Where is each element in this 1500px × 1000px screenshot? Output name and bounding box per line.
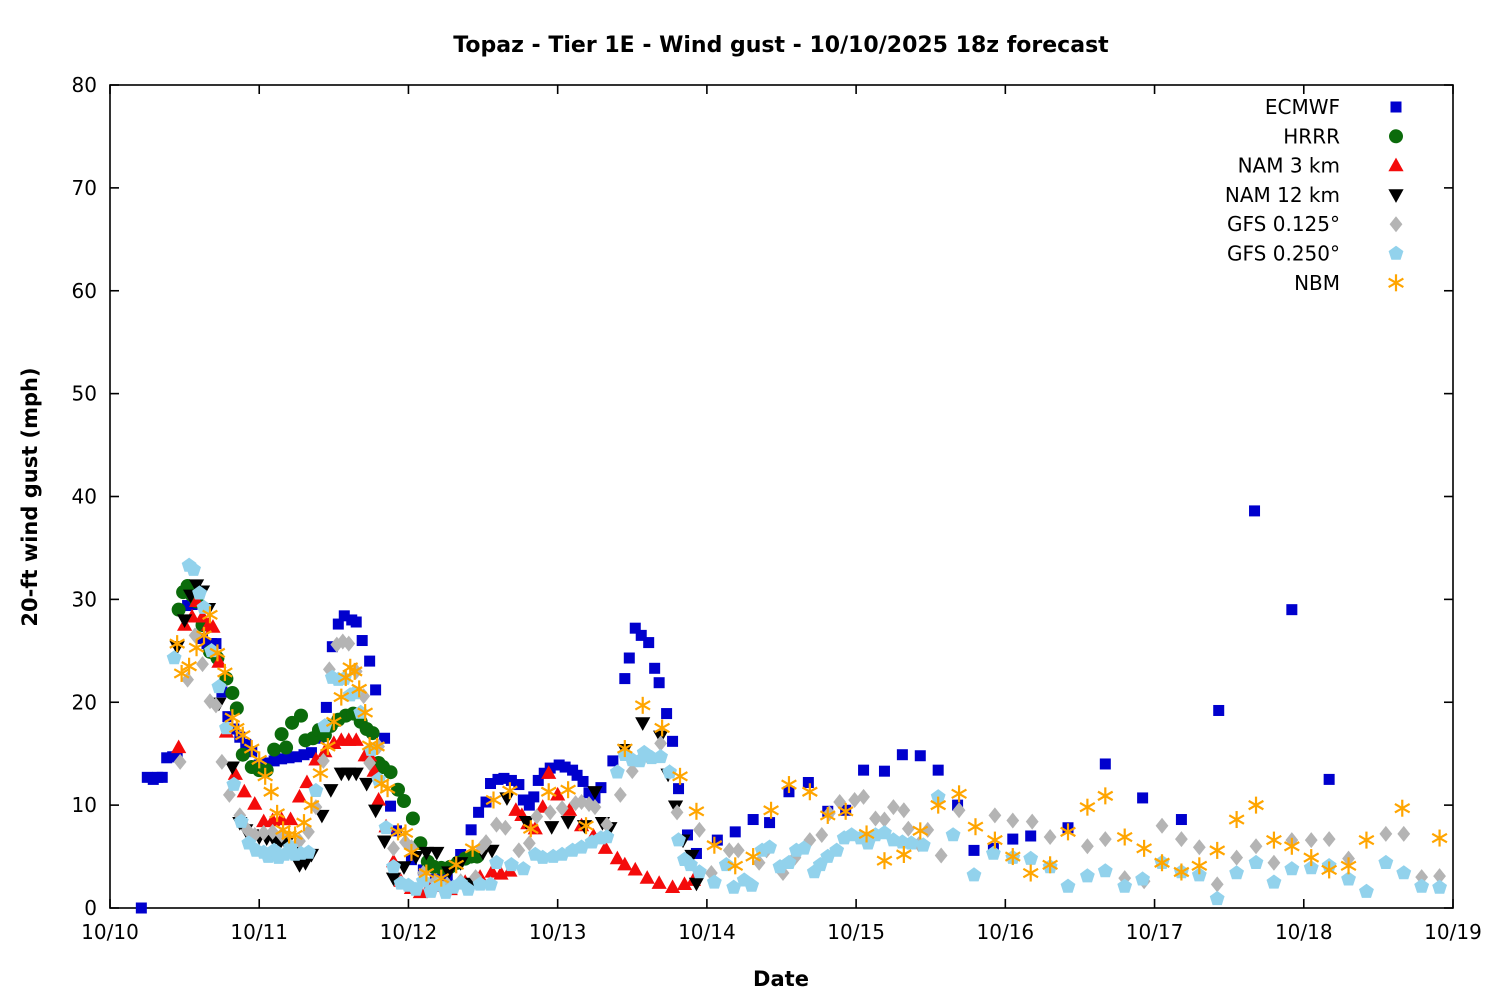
legend-marker-square-icon bbox=[1390, 101, 1402, 113]
legend-marker-asterisk-icon bbox=[1388, 274, 1404, 292]
x-tick-label: 10/16 bbox=[977, 920, 1035, 944]
legend-marker-pentagon-icon bbox=[1388, 245, 1404, 260]
legend-marker-diamond-icon bbox=[1389, 216, 1403, 233]
legend-label: GFS 0.125° bbox=[1227, 212, 1340, 236]
x-tick-label: 10/19 bbox=[1424, 920, 1482, 944]
x-tick-label: 10/17 bbox=[1126, 920, 1184, 944]
legend-label: NAM 3 km bbox=[1238, 154, 1340, 178]
x-axis-ticks: 10/10 10/11 10/12 10/13 10/14 10/15 10/16 10/17… bbox=[81, 85, 1482, 944]
x-axis-label: Date bbox=[753, 967, 809, 991]
legend-marker-triangle-up-icon bbox=[1388, 157, 1404, 172]
y-tick-label: 20 bbox=[72, 690, 97, 714]
x-tick-label: 10/14 bbox=[678, 920, 736, 944]
x-tick-label: 10/12 bbox=[380, 920, 438, 944]
y-tick-label: 10 bbox=[72, 793, 97, 817]
x-tick-label: 10/13 bbox=[529, 920, 587, 944]
series-gfs-0-250- bbox=[166, 557, 1447, 906]
legend-label: NBM bbox=[1294, 271, 1340, 295]
y-tick-label: 60 bbox=[72, 279, 97, 303]
y-axis-label: 20-ft wind gust (mph) bbox=[18, 367, 42, 626]
legend-label: HRRR bbox=[1283, 124, 1340, 148]
x-tick-label: 10/11 bbox=[230, 920, 288, 944]
y-tick-label: 70 bbox=[72, 176, 97, 200]
plot-area: 10/10 10/11 10/12 10/13 10/14 10/15 10/16 10/17… bbox=[72, 73, 1482, 944]
y-axis-ticks: 0 10 20 30 40 50 60 70 80 bbox=[72, 73, 1453, 920]
legend: ECMWF HRRR NAM 3 km NAM 12 km GFS 0.125° GFS … bbox=[1225, 95, 1404, 295]
legend-label: GFS 0.250° bbox=[1227, 242, 1340, 266]
y-tick-label: 80 bbox=[72, 73, 97, 97]
legend-label: NAM 12 km bbox=[1225, 183, 1340, 207]
legend-marker-circle-icon bbox=[1389, 129, 1403, 144]
x-tick-label: 10/18 bbox=[1275, 920, 1333, 944]
x-tick-label: 10/10 bbox=[81, 920, 139, 944]
y-tick-label: 40 bbox=[72, 485, 97, 509]
y-tick-label: 0 bbox=[84, 896, 97, 920]
y-tick-label: 30 bbox=[72, 587, 97, 611]
series-nbm bbox=[169, 606, 1448, 887]
legend-marker-triangle-down-icon bbox=[1388, 189, 1404, 203]
legend-label: ECMWF bbox=[1265, 95, 1340, 119]
chart-title: Topaz - Tier 1E - Wind gust - 10/10/2025… bbox=[453, 33, 1109, 58]
y-tick-label: 50 bbox=[72, 382, 97, 406]
x-tick-label: 10/15 bbox=[827, 920, 885, 944]
